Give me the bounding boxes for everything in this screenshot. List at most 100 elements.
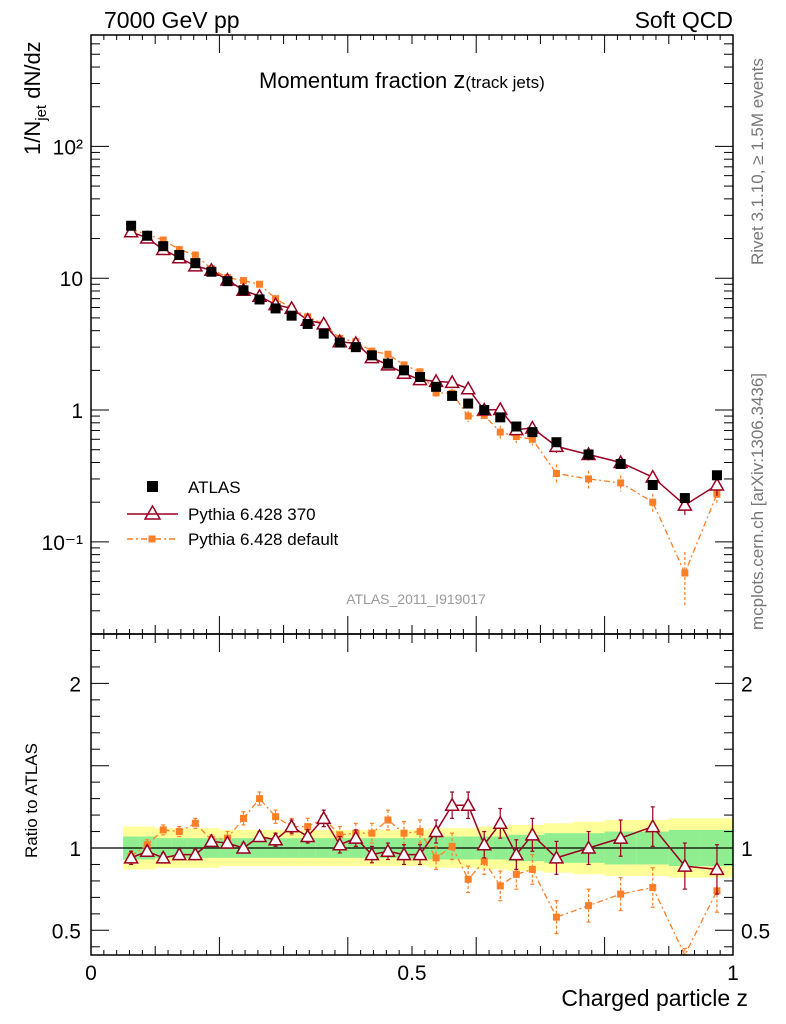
ratio-default-point (191, 819, 199, 827)
ratio-370-point (380, 843, 396, 858)
legend-atlas-marker (147, 481, 158, 492)
ratio-370-point (476, 836, 493, 851)
pythia-default-point (496, 428, 504, 436)
main-plot-area (123, 220, 725, 607)
ratio-y-tick-label-left: 0.5 (52, 920, 81, 943)
main-ylabel: 1/Njet dN/dz (20, 41, 50, 155)
atlas-point (126, 220, 137, 231)
ratio-370-point (139, 843, 155, 858)
pythia-default-point (617, 479, 625, 487)
atlas-point (158, 241, 169, 252)
pythia-370-point (123, 223, 139, 238)
ratio-370-point (508, 846, 525, 861)
y-tick-label: 10⁻¹ (42, 532, 83, 555)
ratio-default-point (585, 902, 593, 910)
atlas-point (447, 390, 458, 401)
atlas-point (238, 285, 249, 296)
atlas-point (495, 412, 506, 423)
ratio-default-point (368, 829, 376, 837)
ratio-370-point (219, 835, 236, 849)
ratio-y-tick-label-right: 1 (741, 838, 753, 861)
ratio-default-point (256, 795, 264, 803)
atlas-point (711, 470, 722, 481)
ratio-370-point (315, 810, 332, 825)
atlas-point (551, 437, 562, 448)
atlas-point (270, 303, 281, 314)
atlas-point (190, 258, 201, 269)
ratio-370-point (428, 823, 444, 838)
pythia-default-point (512, 432, 520, 440)
ratio-370-point (460, 797, 476, 811)
atlas-point (366, 350, 377, 361)
ratio-370-point (444, 797, 460, 811)
ratio-370-point (364, 846, 380, 861)
x-tick-label: 0.5 (397, 962, 426, 985)
pythia-370-point (709, 476, 725, 491)
pythia-default-point (552, 470, 560, 478)
header-left: 7000 GeV pp (104, 7, 240, 33)
ratio-370-point (548, 849, 565, 864)
ratio-370-point (644, 818, 661, 833)
ratio-default-point (432, 854, 440, 862)
atlas-point (479, 405, 490, 416)
atlas-point (398, 365, 409, 376)
ratio-370-point (612, 830, 629, 844)
atlas-point (318, 328, 329, 339)
legend-default-marker (148, 535, 156, 543)
ratio-default-point (272, 813, 280, 821)
ratio-default-point (528, 865, 536, 873)
atlas-point (350, 342, 361, 353)
ratio-y-tick-label-left: 2 (69, 673, 81, 696)
ratio-370-point (267, 831, 284, 846)
ratio-370-point (492, 815, 509, 830)
header-right: Soft QCD (635, 7, 733, 33)
y-tick-label: 1 (71, 400, 83, 423)
ratio-370-point (203, 833, 220, 848)
ratio-default-point (416, 828, 424, 836)
ratio-370-point (251, 828, 268, 843)
y-tick-label: 10² (53, 136, 83, 159)
ratio-370-point (187, 846, 204, 861)
ratio-default-point (384, 816, 392, 824)
ratio-370-point (235, 839, 252, 854)
ratio-default-point (336, 831, 344, 839)
ratio-ylabel: Ratio to ATLAS (22, 743, 41, 858)
legend-atlas-label: ATLAS (188, 478, 241, 497)
ratio-default-point (512, 870, 520, 878)
atlas-point (222, 276, 233, 287)
analysis-watermark: ATLAS_2011_I919017 (346, 591, 486, 607)
ratio-default-point (552, 913, 560, 921)
ratio-default-point (464, 875, 472, 883)
atlas-point (206, 266, 217, 277)
legend-pythia370-marker (143, 504, 162, 520)
ratio-default-point (304, 823, 312, 831)
rivet-label: Rivet 3.1.10, ≥ 1.5M events (748, 58, 767, 265)
pythia-default-point (681, 569, 689, 577)
ratio-default-point (480, 857, 488, 865)
atlas-point (174, 250, 185, 261)
legend-pythia370-label: Pythia 6.428 370 (188, 505, 316, 524)
atlas-point (286, 310, 297, 321)
ratio-370-point (331, 836, 348, 851)
ratio-370-point (412, 846, 428, 861)
ratio-370-point (709, 861, 725, 876)
x-axis-label: Charged particle z (561, 985, 748, 1011)
atlas-point (142, 230, 153, 241)
ratio-default-point (448, 842, 456, 850)
x-tick-label: 0 (85, 962, 97, 985)
pythia-default-point (384, 350, 392, 358)
pythia-default-point (585, 475, 593, 483)
pythia-default-point (432, 389, 440, 397)
ratio-default-point (617, 890, 625, 898)
ratio-default-point (649, 884, 657, 892)
x-tick-label: 1 (727, 962, 739, 985)
ratio-370-point (580, 839, 597, 854)
ratio-370-point (123, 849, 139, 864)
atlas-point (647, 479, 658, 490)
ratio-plot-area (91, 791, 733, 957)
ratio-370-point (348, 830, 364, 844)
atlas-point (511, 421, 522, 432)
legend-default-label: Pythia 6.428 default (188, 530, 339, 549)
atlas-point (679, 493, 690, 504)
